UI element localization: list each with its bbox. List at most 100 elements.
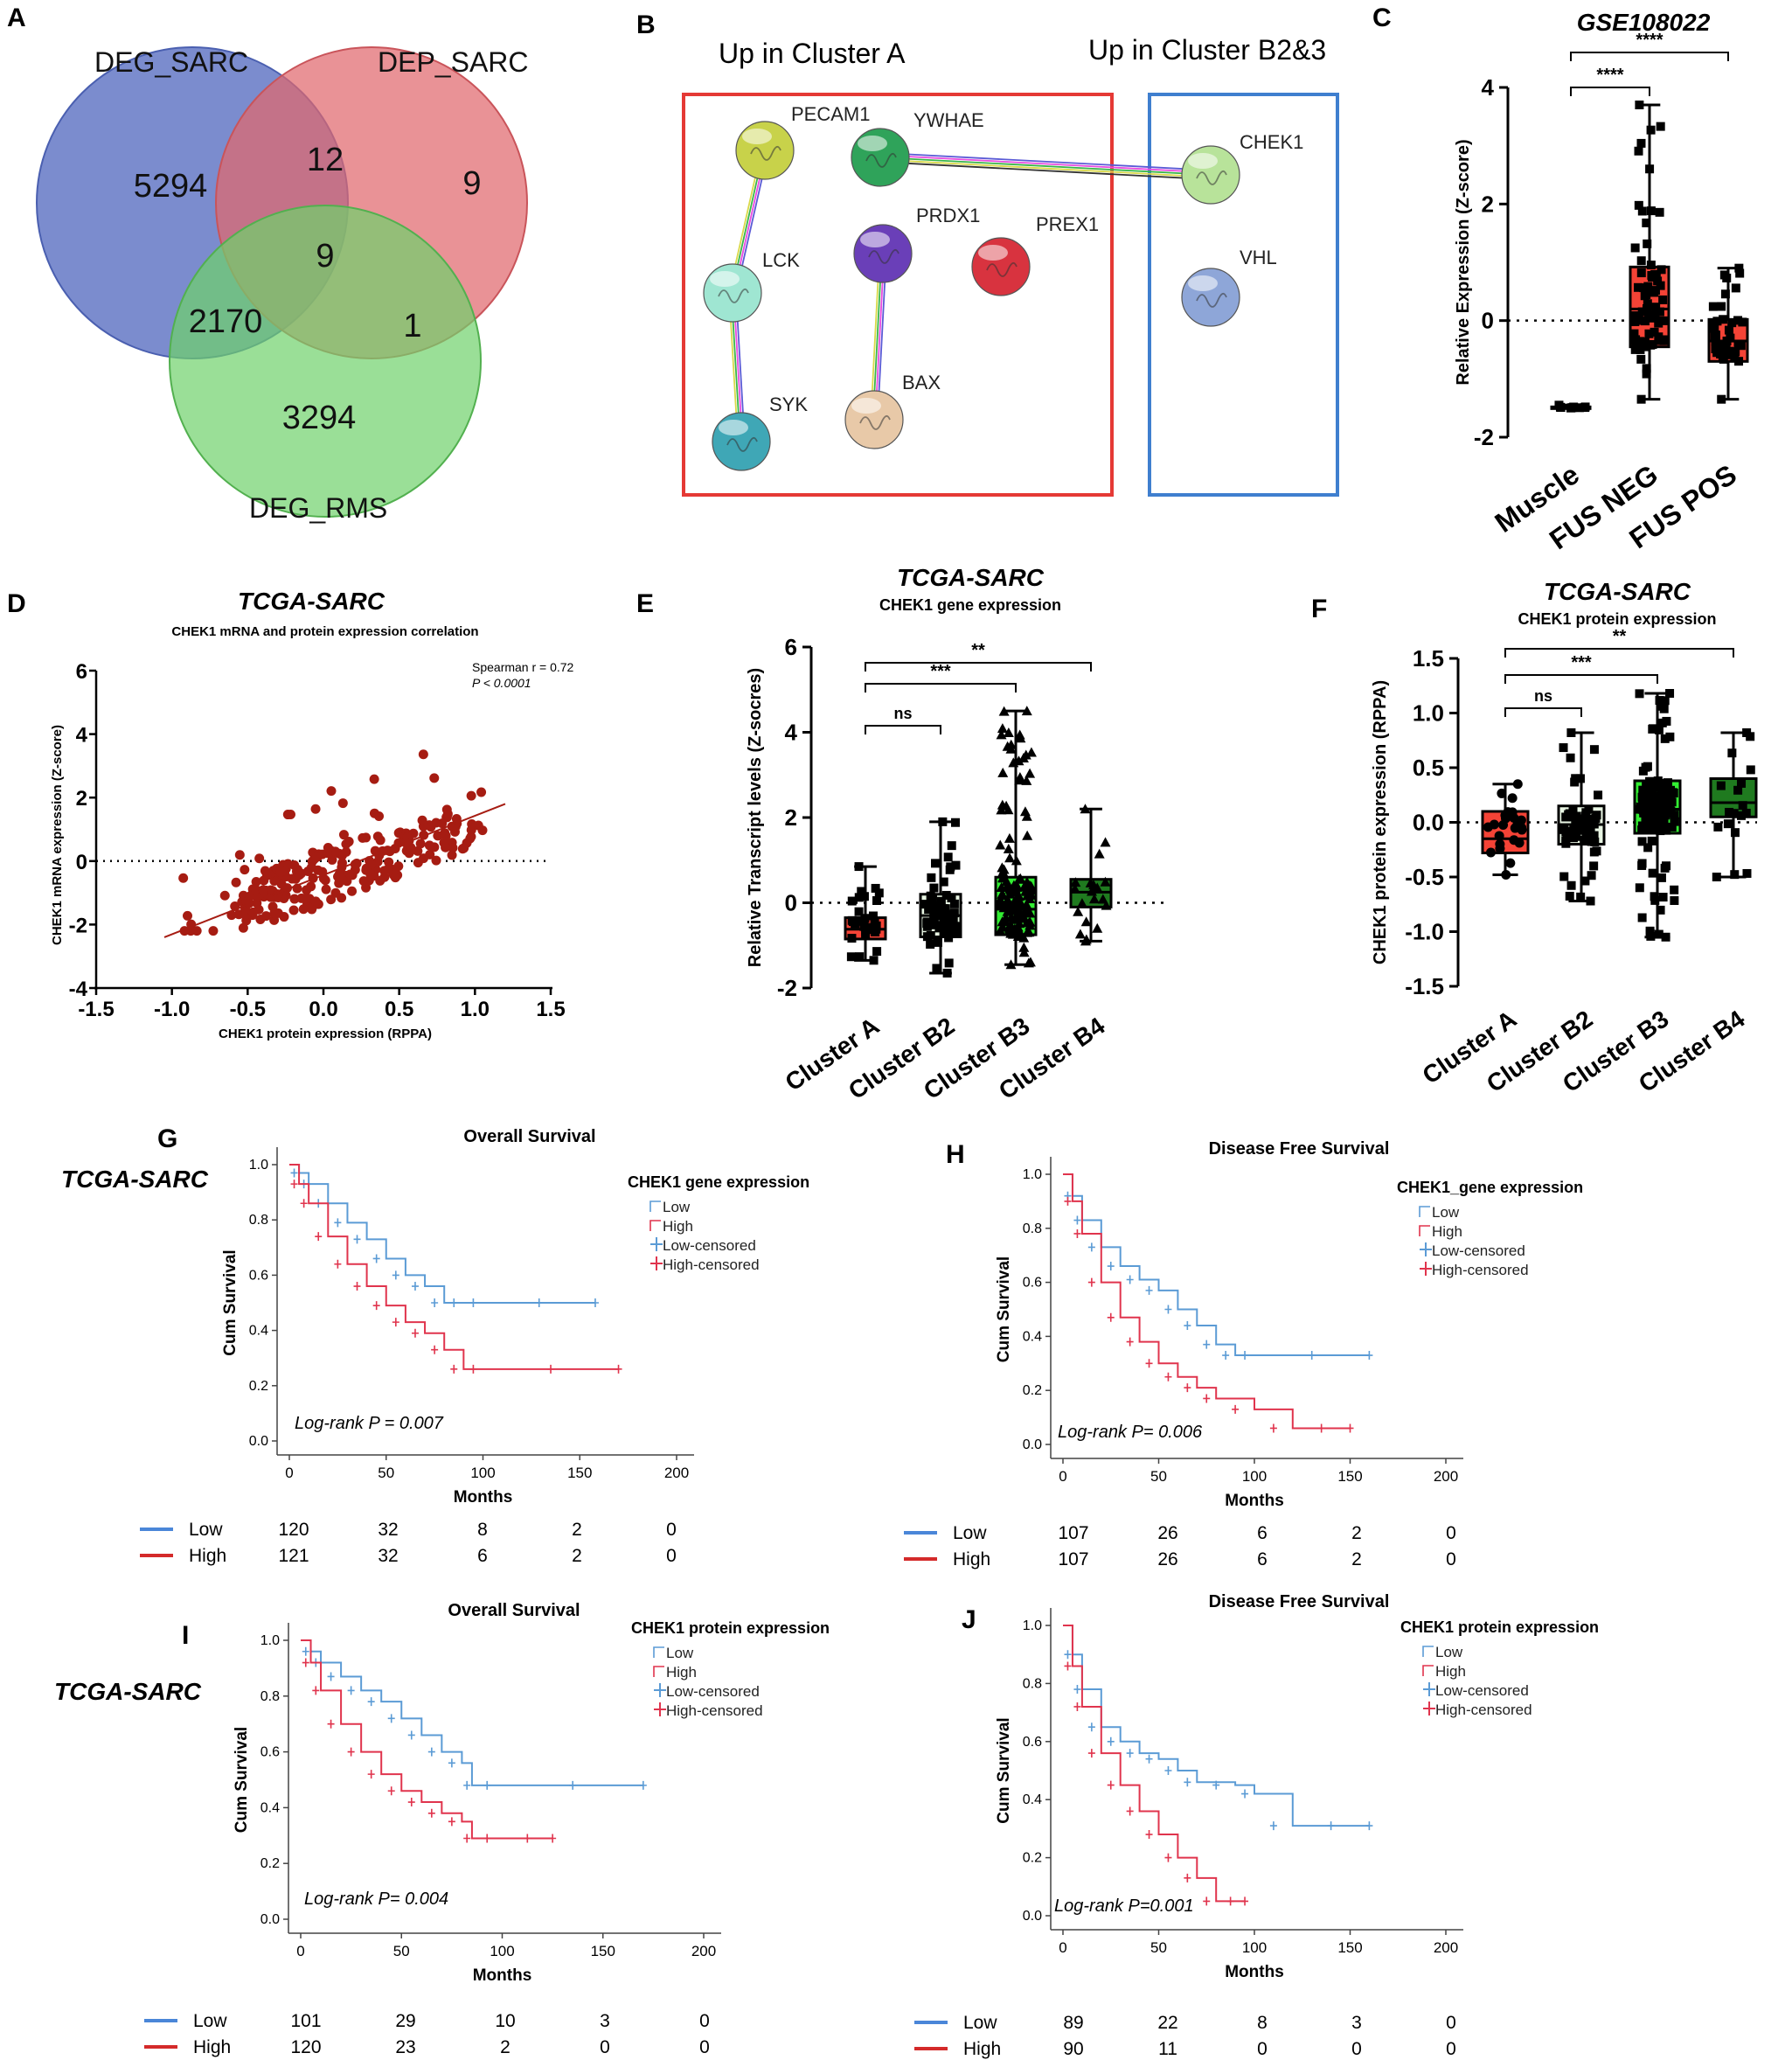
data-point <box>1005 959 1017 970</box>
risk-table: Low 107 26 6 2 0 High 107 26 6 2 0 <box>904 1523 1456 1569</box>
censor-mark <box>469 1364 477 1374</box>
censor-mark <box>483 1834 491 1843</box>
data-point <box>219 890 230 901</box>
data-point <box>1646 261 1656 270</box>
data-point <box>1723 819 1733 829</box>
log-rank-annotation: Log-rank P=0.001 <box>1054 1896 1194 1916</box>
data-point <box>417 815 427 825</box>
censor-mark <box>1269 1821 1277 1831</box>
data-point <box>1631 340 1641 350</box>
data-point <box>1559 743 1568 753</box>
data-point <box>1020 749 1031 760</box>
risk-table-group-label: Low <box>953 1523 987 1543</box>
data-point <box>1635 883 1644 893</box>
protein-node-highlight <box>851 398 881 414</box>
data-point <box>282 859 293 869</box>
censor-mark <box>524 1834 531 1843</box>
risk-table-count: 2 <box>1351 1523 1362 1543</box>
censor-mark <box>1126 1749 1134 1758</box>
data-point <box>191 926 202 936</box>
data-point <box>1655 207 1664 217</box>
data-point <box>1497 788 1507 798</box>
data-point <box>1630 243 1640 253</box>
y-tick-label: 4 <box>76 724 88 748</box>
data-point <box>247 907 258 917</box>
y-tick-label: -4 <box>69 978 88 1001</box>
censor-mark <box>411 1328 419 1338</box>
protein-structure-icon <box>1196 292 1227 308</box>
y-tick-label: 0.6 <box>249 1268 268 1283</box>
data-point <box>459 843 469 853</box>
legend-swatch-censor <box>650 1237 663 1251</box>
x-tick-label: 100 <box>470 1465 495 1481</box>
data-point <box>1650 803 1659 812</box>
data-point <box>1566 728 1576 737</box>
data-point <box>1656 804 1665 814</box>
data-point <box>1666 785 1676 795</box>
network-edge-ywhae-chek1 <box>879 161 1211 181</box>
data-point <box>924 905 934 915</box>
data-point <box>997 723 1008 734</box>
data-point <box>365 869 376 880</box>
data-point <box>323 842 333 853</box>
data-point <box>1018 947 1030 957</box>
data-point <box>1656 281 1665 290</box>
data-point <box>871 883 880 893</box>
venn-count-deg-sarc-dep-sarc: 12 <box>307 142 344 178</box>
data-point <box>300 894 310 904</box>
data-point <box>1024 889 1036 900</box>
y-tick-label: 1.5 <box>1413 645 1444 672</box>
survival-line <box>301 1639 553 1840</box>
survival-curve-low <box>1063 1173 1373 1361</box>
protein-node-label: YWHAE <box>913 109 984 131</box>
data-point <box>1088 880 1100 890</box>
data-point <box>1587 871 1596 880</box>
data-point <box>1737 778 1747 788</box>
censor-mark <box>639 1780 647 1790</box>
y-tick-label: 0.8 <box>249 1213 268 1228</box>
data-point <box>1644 329 1654 338</box>
chart-d: TCGA-SARC CHEK1 mRNA and protein expressi… <box>50 588 574 1041</box>
data-point <box>327 854 337 865</box>
data-point <box>285 809 295 819</box>
chart-e: TCGA-SARC CHEK1 gene expression -2 0 2 4 6 Rela… <box>746 564 1167 1104</box>
y-tick-label: 0 <box>76 851 87 874</box>
data-point <box>347 886 358 896</box>
data-point <box>279 912 289 922</box>
x-axis-label: Months <box>1225 1492 1284 1510</box>
data-point <box>929 910 939 920</box>
legend-swatch-step <box>649 1220 661 1231</box>
risk-table: Low 101 29 10 3 0 High 120 23 2 0 0 <box>144 2011 710 2057</box>
y-tick-label: 1.0 <box>260 1633 280 1648</box>
network-node-pecam1: PECAM1 <box>735 103 870 180</box>
legend-swatch-step <box>649 1201 661 1212</box>
protein-node-highlight <box>858 136 887 151</box>
network-node-chek1: CHEK1 <box>1181 131 1303 205</box>
significance-bracket: *** <box>1504 653 1658 684</box>
data-point <box>1726 347 1736 357</box>
data-point <box>1013 897 1024 908</box>
data-point <box>441 804 452 815</box>
data-point <box>1076 898 1087 908</box>
censor-mark <box>1164 1305 1172 1314</box>
data-point <box>238 922 248 933</box>
data-point <box>1717 346 1726 356</box>
censor-mark <box>1241 1896 1249 1906</box>
y-tick-label: 0.8 <box>260 1689 280 1704</box>
risk-table-count: 89 <box>1063 2013 1083 2033</box>
data-point <box>1635 101 1644 109</box>
data-point <box>245 891 255 901</box>
risk-table-count: 101 <box>290 2011 321 2031</box>
risk-table-count: 107 <box>1058 1523 1088 1543</box>
data-point <box>208 926 219 936</box>
data-point <box>926 891 935 901</box>
protein-network: Up in Cluster A Up in Cluster B2&3 PECAM… <box>682 34 1339 497</box>
data-point <box>1094 848 1105 859</box>
censor-mark <box>1107 1736 1115 1746</box>
censor-mark <box>290 1168 298 1178</box>
x-tick-label: 1.0 <box>461 998 490 1021</box>
data-point <box>996 881 1007 892</box>
data-point <box>1004 853 1016 863</box>
censor-mark <box>1087 1722 1095 1732</box>
chart-title: Disease Free Survival <box>1209 1592 1390 1611</box>
